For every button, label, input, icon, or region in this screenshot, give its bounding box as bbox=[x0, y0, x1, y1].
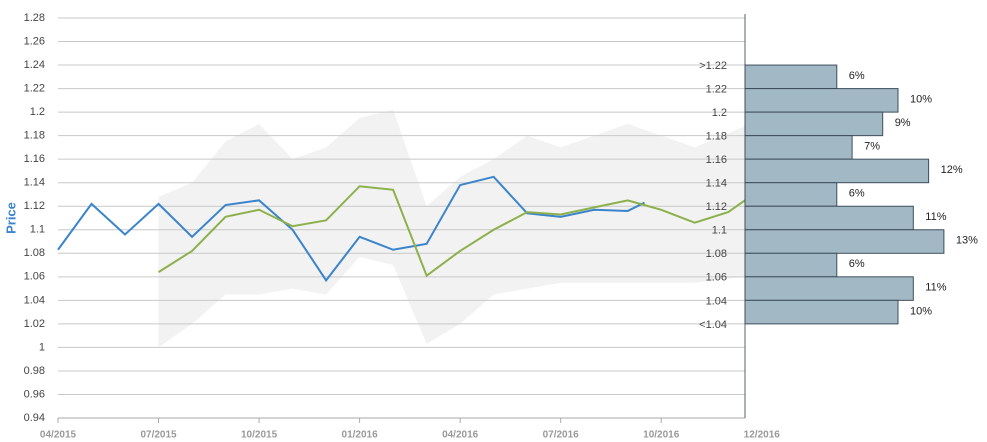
y-tick-label: 1.1 bbox=[30, 224, 45, 236]
hist-value-label: 10% bbox=[910, 305, 932, 317]
hist-category-label: 1.08 bbox=[706, 248, 727, 260]
hist-bar bbox=[744, 182, 838, 207]
hist-category-label: 1.22 bbox=[706, 83, 727, 95]
y-axis-label: Price bbox=[3, 202, 18, 234]
y-tick-label: 1.26 bbox=[24, 35, 45, 47]
y-tick-label: 0.98 bbox=[24, 365, 45, 377]
hist-category-label: 1.2 bbox=[712, 107, 727, 119]
y-tick-label: 1.14 bbox=[24, 177, 45, 189]
y-tick-label: 1.12 bbox=[24, 200, 45, 212]
hist-category-label: >1.22 bbox=[699, 60, 727, 72]
hist-value-label: 6% bbox=[849, 188, 865, 200]
hist-value-label: 11% bbox=[925, 211, 946, 223]
hist-value-label: 6% bbox=[849, 258, 865, 270]
hist-bar bbox=[744, 276, 914, 301]
y-tick-label: 0.96 bbox=[24, 388, 45, 400]
y-tick-label: 1.24 bbox=[24, 59, 45, 71]
y-tick-label: 1.06 bbox=[24, 271, 45, 283]
y-tick-label: 1.22 bbox=[24, 82, 45, 94]
hist-category-label: 1.12 bbox=[706, 201, 727, 213]
y-tick-label: 1.02 bbox=[24, 318, 45, 330]
x-tick-label: 10/2016 bbox=[643, 430, 680, 441]
hist-value-label: 7% bbox=[864, 141, 880, 153]
price-line bbox=[57, 175, 645, 283]
range-band bbox=[158, 109, 745, 348]
y-tick-label: 1.2 bbox=[30, 106, 45, 118]
hist-value-label: 6% bbox=[849, 70, 865, 82]
hist-bar bbox=[744, 229, 945, 254]
hist-value-label: 12% bbox=[941, 164, 963, 176]
hist-bar bbox=[744, 205, 914, 231]
hist-bar bbox=[744, 64, 838, 90]
y-tick-label: 1.18 bbox=[24, 130, 45, 142]
y-tick-label: 1 bbox=[39, 341, 45, 353]
y-tick-label: 1.16 bbox=[24, 153, 45, 165]
x-tick-label: 07/2016 bbox=[543, 430, 580, 441]
hist-bar bbox=[744, 135, 853, 160]
hist-category-label: 1.16 bbox=[706, 154, 727, 166]
hist-value-label: 10% bbox=[910, 93, 932, 105]
hist-value-label: 11% bbox=[925, 282, 946, 294]
y-tick-label: 0.94 bbox=[24, 412, 45, 424]
hist-bar bbox=[744, 299, 899, 325]
hist-bar bbox=[744, 252, 838, 278]
x-tick-label: 04/2016 bbox=[442, 430, 479, 441]
x-tick-label: 12/2016 bbox=[744, 430, 781, 441]
hist-value-label: 13% bbox=[956, 235, 978, 247]
x-tick-label: 07/2015 bbox=[140, 430, 177, 441]
hist-bar bbox=[744, 111, 884, 137]
price-line bbox=[158, 185, 746, 278]
hist-bar bbox=[744, 158, 930, 184]
hist-category-label: 1.04 bbox=[706, 295, 727, 307]
x-tick-label: 10/2015 bbox=[241, 430, 278, 441]
hist-category-label: 1.14 bbox=[706, 178, 727, 190]
x-tick-label: 01/2016 bbox=[342, 430, 379, 441]
hist-category-label: 1.1 bbox=[712, 225, 727, 237]
hist-category-label: 1.06 bbox=[706, 272, 727, 284]
hist-category-label: 1.18 bbox=[706, 131, 727, 143]
y-tick-label: 1.28 bbox=[24, 12, 45, 24]
hist-category-label: <1.04 bbox=[699, 319, 727, 331]
hist-bar bbox=[744, 88, 899, 113]
hist-value-label: 9% bbox=[895, 117, 911, 129]
y-tick-label: 1.08 bbox=[24, 247, 45, 259]
y-tick-label: 1.04 bbox=[24, 294, 45, 306]
x-tick-label: 04/2015 bbox=[40, 430, 77, 441]
